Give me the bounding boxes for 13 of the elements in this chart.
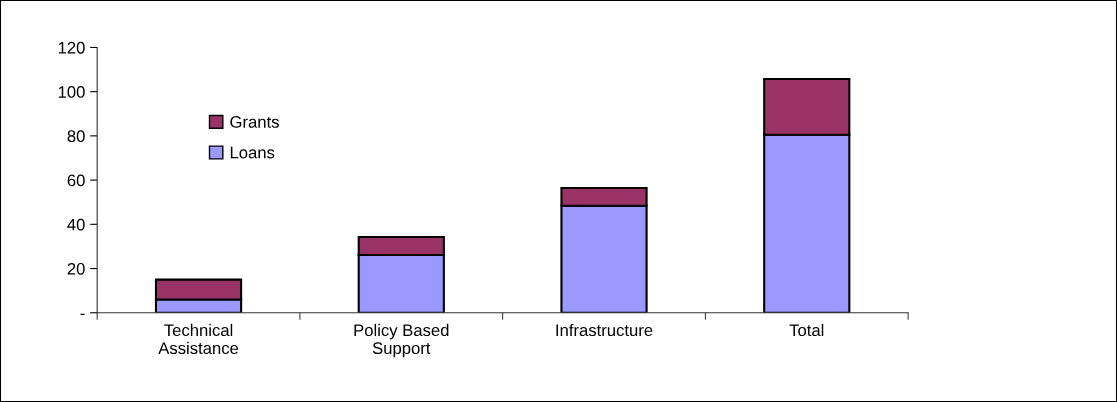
legend-label: Loans: [230, 146, 275, 159]
y-tick-label: 60: [67, 174, 85, 187]
x-tick-label: Infrastructure: [556, 323, 653, 337]
legend-label: Grants: [230, 116, 279, 128]
y-tick-label: 80: [67, 130, 85, 143]
y-tick-label: 20: [67, 262, 85, 275]
y-tick-label: 120: [58, 41, 85, 54]
x-tick-label: Technical Assistance: [158, 323, 239, 355]
y-tick-label: 40: [67, 218, 85, 231]
y-tick-label: 100: [58, 86, 85, 98]
x-tick-label: Policy Based Support: [354, 323, 449, 358]
x-tick-label: Total: [789, 323, 824, 337]
y-tick-label: -: [80, 313, 85, 316]
